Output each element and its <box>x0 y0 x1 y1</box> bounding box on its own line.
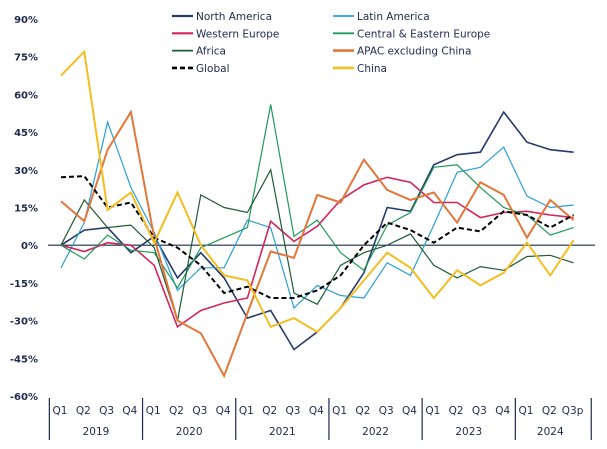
x-tick-label: Q4 <box>216 405 231 417</box>
x-tick-label: Q2 <box>542 405 557 417</box>
x-tick-label: Q1 <box>332 405 347 417</box>
x-tick-label: Q4 <box>122 405 137 417</box>
legend-label: Global <box>196 63 230 75</box>
x-tick-label: Q2 <box>355 405 370 417</box>
year-label: 2020 <box>176 426 203 438</box>
legend-item: Global <box>172 63 230 75</box>
legend: North America Western Europe Africa Global L… <box>172 11 490 75</box>
x-tick-label: Q2 <box>169 405 184 417</box>
series-line-latin-america <box>60 119 574 310</box>
x-tick-label: Q1 <box>239 405 254 417</box>
legend-item: Latin America <box>333 11 430 23</box>
year-label: 2022 <box>362 426 389 438</box>
x-tick-label: Q3p <box>562 405 584 417</box>
x-tick-label: Q1 <box>53 405 68 417</box>
legend-item: Africa <box>172 46 226 58</box>
x-tick-label: Q3 <box>99 405 114 417</box>
x-tick-label: Q1 <box>425 405 440 417</box>
legend-label: Central & Eastern Europe <box>357 28 490 40</box>
legend-label: North America <box>196 11 272 23</box>
y-tick-label: 45% <box>14 128 38 139</box>
x-tick-label: Q1 <box>146 405 161 417</box>
legend-label: China <box>357 63 387 75</box>
y-tick-label: -45% <box>10 354 38 365</box>
x-tick-label: Q2 <box>76 405 91 417</box>
year-label: 2024 <box>537 426 564 438</box>
x-tick-label: Q4 <box>309 405 324 417</box>
legend-label: APAC excluding China <box>357 46 471 58</box>
legend-item: Western Europe <box>172 28 279 40</box>
x-tick-label: Q3 <box>472 405 487 417</box>
x-tick-label: Q2 <box>449 405 464 417</box>
x-tick-label: Q3 <box>286 405 301 417</box>
legend-item: Central & Eastern Europe <box>333 28 490 40</box>
series-line-china <box>60 49 575 334</box>
series-layer <box>60 49 575 379</box>
legend-label: Africa <box>196 46 226 58</box>
y-axis: 90% 75% 60% 45% 30% 15% 0% -15% -30% -45% -60% <box>10 15 38 403</box>
y-tick-label: 75% <box>14 53 38 64</box>
legend-item: North America <box>172 11 272 23</box>
year-label: 2019 <box>83 426 110 438</box>
y-tick-label: -60% <box>10 392 38 403</box>
x-tick-label: Q4 <box>495 405 510 417</box>
year-label: 2023 <box>455 426 482 438</box>
y-tick-label: 60% <box>14 90 38 101</box>
y-tick-label: 30% <box>14 166 38 177</box>
legend-item: China <box>333 63 387 75</box>
x-tick-label: Q3 <box>192 405 207 417</box>
y-tick-label: 15% <box>14 204 38 215</box>
x-tick-label: Q4 <box>402 405 417 417</box>
series-line-central-and-eastern-europe <box>60 104 574 290</box>
series-line-western-europe <box>60 176 574 329</box>
y-tick-label: -30% <box>10 317 38 328</box>
y-tick-label: -15% <box>10 279 38 290</box>
series-line-africa <box>60 168 574 321</box>
x-tick-label: Q1 <box>519 405 534 417</box>
x-tick-label: Q3 <box>379 405 394 417</box>
legend-label: Western Europe <box>196 28 279 40</box>
x-axis: Q1 Q2 Q3 Q4 2019 Q1 Q2 Q3 Q4 2020 Q1 Q2 Q3 Q4 2021 Q1 Q2… <box>48 398 592 440</box>
series-line-apac-excluding-china <box>60 109 575 379</box>
y-tick-label: 0% <box>21 241 38 252</box>
y-tick-label: 90% <box>14 15 38 26</box>
legend-item: APAC excluding China <box>333 46 471 58</box>
year-label: 2021 <box>269 426 296 438</box>
x-tick-label: Q2 <box>262 405 277 417</box>
legend-label: Latin America <box>357 11 430 23</box>
